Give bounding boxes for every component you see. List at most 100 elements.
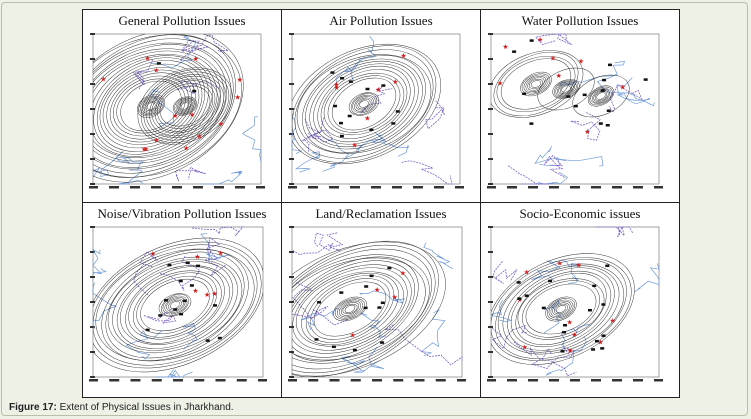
site-marker [331, 345, 336, 349]
district-boundary [314, 232, 341, 252]
x-tick-mark [455, 186, 464, 189]
y-tick-mark [90, 58, 95, 60]
contour-ring [357, 98, 371, 110]
panel-title: Water Pollution Issues [521, 13, 639, 28]
panel-title: Socio-Economic issues [519, 206, 641, 221]
red-star-marker: ★ [334, 84, 340, 92]
panel-title: Land/Reclamation Issues [315, 206, 447, 221]
contour-ring [550, 300, 572, 318]
site-marker [605, 124, 610, 127]
x-tick-mark [507, 379, 517, 382]
x-tick-mark [173, 379, 183, 382]
x-tick-mark [393, 379, 404, 382]
site-marker [314, 338, 319, 341]
y-tick-mark [289, 276, 294, 278]
y-tick-mark [90, 251, 95, 253]
contour-ring [292, 256, 419, 362]
red-star-marker: ★ [218, 120, 224, 128]
red-star-marker: ★ [235, 94, 241, 102]
district-boundary [507, 165, 550, 185]
district-boundary [192, 226, 244, 237]
site-marker [145, 328, 150, 332]
contour-ring [350, 93, 378, 115]
contour-ring [292, 257, 426, 361]
red-star-marker: ★ [522, 344, 528, 352]
panel-title: Air Pollution Issues [329, 13, 433, 28]
contour-ring [137, 94, 165, 118]
x-tick-mark [372, 379, 382, 382]
contour-ring [132, 272, 218, 338]
site-marker [196, 264, 201, 268]
red-star-marker: ★ [567, 347, 573, 355]
contour-ring [552, 302, 570, 316]
district-boundary [401, 160, 453, 185]
river-line [150, 35, 197, 69]
contour-ring [151, 78, 219, 134]
contour-ring [158, 293, 192, 317]
site-marker [541, 306, 546, 310]
district-boundary [301, 117, 322, 152]
y-tick-mark [488, 83, 493, 85]
red-star-marker: ★ [400, 52, 406, 60]
contour-ring [359, 100, 369, 108]
contour-ring [327, 75, 401, 133]
y-tick-mark [289, 183, 294, 185]
contour-ring [137, 67, 233, 145]
y-tick-mark [488, 351, 493, 353]
contour-ring [500, 58, 572, 110]
river-line [92, 248, 107, 276]
contour-ring [95, 248, 255, 362]
contour-ring [112, 259, 238, 351]
contour-ring [109, 72, 193, 140]
site-marker [560, 350, 565, 353]
contour-ring [507, 267, 615, 351]
x-tick-mark [528, 379, 538, 382]
district-boundary [534, 33, 572, 46]
contour-lines [93, 34, 244, 183]
contour-ring [143, 71, 227, 141]
site-marker [369, 128, 374, 132]
contour-ring [596, 92, 606, 100]
contour-ring [292, 264, 412, 354]
x-tick-mark [308, 186, 318, 189]
x-tick-mark [612, 379, 622, 382]
y-tick-mark [90, 351, 95, 353]
contour-ring [493, 51, 579, 117]
contour-lines [292, 43, 442, 165]
y-tick-mark [289, 83, 294, 85]
panel-socio-economic: Socio-Economic issues ★ ★ ★ ★ ★ ★ ★ ★ ★ ★ [481, 203, 679, 397]
contour-lines [491, 253, 635, 365]
red-star-marker: ★ [143, 145, 149, 153]
contour-ring [101, 249, 249, 361]
site-marker [369, 274, 374, 278]
red-star-marker: ★ [183, 144, 189, 152]
river-line [345, 134, 387, 159]
x-tick-mark [414, 379, 425, 382]
x-tick-mark [130, 379, 141, 382]
river-line [295, 151, 321, 173]
district-boundary [132, 59, 153, 91]
red-star-marker: ★ [352, 142, 358, 150]
contour-ring [310, 278, 390, 340]
river-line [169, 371, 193, 378]
contour-ring [333, 296, 367, 322]
contour-ring [525, 283, 597, 335]
red-star-marker: ★ [189, 111, 195, 119]
contour-ring [93, 44, 227, 168]
contour-ring [548, 299, 574, 319]
y-tick-mark [488, 133, 493, 135]
contour-ring [491, 257, 632, 361]
contour-ring [107, 256, 243, 354]
contour-ring [93, 34, 236, 178]
contour-ring [491, 253, 635, 365]
site-marker [333, 104, 338, 108]
y-tick-mark [289, 251, 294, 253]
river-line [423, 242, 453, 270]
contour-ring [317, 65, 411, 143]
red-star-marker: ★ [192, 287, 198, 295]
site-marker [608, 63, 613, 67]
contour-ring [292, 267, 408, 351]
site-marker [205, 339, 210, 342]
x-tick-mark [288, 186, 297, 189]
district-boundary [543, 154, 565, 178]
